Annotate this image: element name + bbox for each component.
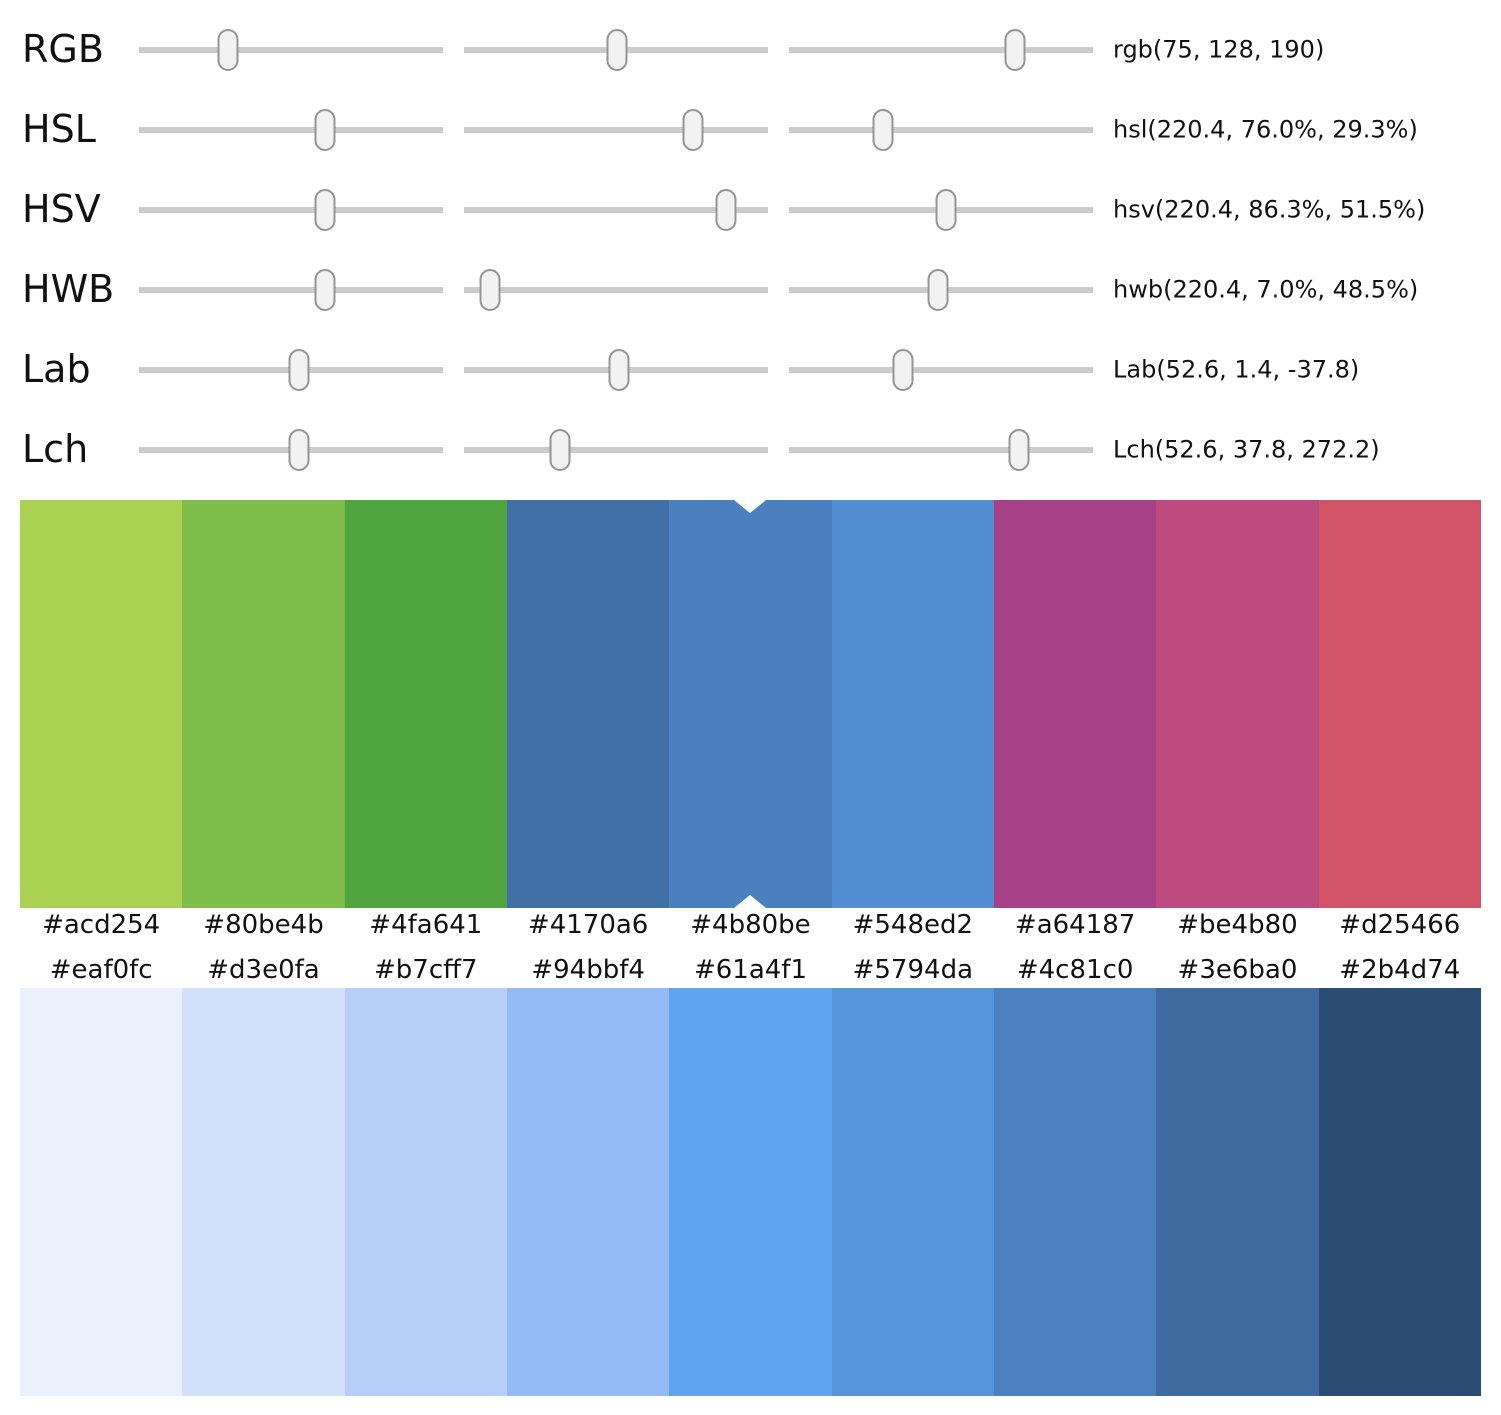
color-swatch[interactable] (506, 988, 670, 1396)
swatch-hex-label: #2b4d74 (1339, 955, 1461, 985)
lab-channel-1-slider-thumb[interactable] (288, 349, 310, 391)
swatch-hex-label: #b7cff7 (374, 955, 478, 985)
hsv-channel-1-slider-track[interactable] (139, 189, 443, 231)
rgb-channel-2-slider-track[interactable] (464, 29, 768, 71)
hsl-channel-1-slider-thumb[interactable] (314, 109, 336, 151)
lab-channel-1-slider-track[interactable] (139, 349, 443, 391)
color-value-readout: hsl(220.4, 76.0%, 29.3%) (1113, 115, 1418, 144)
color-swatch[interactable] (344, 988, 507, 1396)
hsv-channel-1-slider-thumb[interactable] (314, 189, 336, 231)
colorspace-label: HSV (22, 187, 101, 232)
color-swatch[interactable] (1156, 988, 1319, 1396)
palette-hex-captions: #acd254 #80be4b #4fa641 #4170a6 #4b80be #548e… (20, 909, 1481, 941)
swatch-hex-label: #4b80be (690, 910, 811, 940)
lch-channel-2-slider-thumb[interactable] (549, 429, 571, 471)
hsl-channel-3-slider-thumb[interactable] (872, 109, 894, 151)
hsv-channel-3-slider-thumb[interactable] (935, 189, 957, 231)
color-value-readout: hwb(220.4, 7.0%, 48.5%) (1113, 275, 1419, 304)
hwb-channel-2-slider-track[interactable] (464, 269, 768, 311)
color-swatch[interactable] (993, 500, 1157, 908)
rgb-channel-3-slider-thumb[interactable] (1004, 29, 1026, 71)
swatch-hex-label: #4fa641 (369, 910, 483, 940)
color-swatch[interactable] (344, 500, 507, 908)
swatch-hex-label: #3e6ba0 (1177, 955, 1298, 985)
color-swatch[interactable] (993, 988, 1157, 1396)
swatch-hex-label: #d25466 (1339, 910, 1461, 940)
swatch-hex-label: #548ed2 (852, 910, 974, 940)
swatch-hex-label: #eaf0fc (49, 955, 153, 985)
lch-channel-1-slider-track[interactable] (139, 429, 443, 471)
colorspace-label: Lab (22, 347, 91, 392)
lab-channel-2-slider-track[interactable] (464, 349, 768, 391)
color-value-readout: rgb(75, 128, 190) (1113, 35, 1325, 64)
hsl-channel-2-slider-track[interactable] (464, 109, 768, 151)
shade-strip (20, 988, 1481, 1396)
color-swatch[interactable] (1318, 988, 1481, 1396)
swatch-hex-label: #80be4b (203, 910, 324, 940)
swatch-hex-label: #4170a6 (527, 910, 649, 940)
color-swatch[interactable] (1156, 500, 1319, 908)
color-swatch[interactable] (182, 500, 345, 908)
hsv-channel-3-slider-track[interactable] (789, 189, 1093, 231)
palette-strip (20, 500, 1481, 908)
color-value-readout: hsv(220.4, 86.3%, 51.5%) (1113, 195, 1426, 224)
colorspace-label: RGB (22, 27, 104, 72)
color-swatch[interactable] (831, 988, 994, 1396)
selected-swatch-notch-bottom-icon (734, 895, 767, 908)
swatch-hex-label: #be4b80 (1177, 910, 1298, 940)
color-swatch[interactable] (1318, 500, 1481, 908)
lch-channel-3-slider-thumb[interactable] (1008, 429, 1030, 471)
hwb-channel-3-slider-thumb[interactable] (927, 269, 949, 311)
lch-channel-1-slider-thumb[interactable] (288, 429, 310, 471)
hwb-channel-3-slider-track[interactable] (789, 269, 1093, 311)
swatch-hex-label: #61a4f1 (693, 955, 807, 985)
lab-channel-3-slider-thumb[interactable] (892, 349, 914, 391)
color-value-readout: Lch(52.6, 37.8, 272.2) (1113, 435, 1380, 464)
rgb-channel-1-slider-thumb[interactable] (217, 29, 239, 71)
rgb-channel-1-slider-track[interactable] (139, 29, 443, 71)
hsv-channel-2-slider-thumb[interactable] (715, 189, 737, 231)
hsv-channel-2-slider-track[interactable] (464, 189, 768, 231)
lab-channel-3-slider-track[interactable] (789, 349, 1093, 391)
color-swatch[interactable] (20, 500, 183, 908)
color-swatch[interactable] (182, 988, 345, 1396)
lab-channel-2-slider-thumb[interactable] (608, 349, 630, 391)
hwb-channel-1-slider-track[interactable] (139, 269, 443, 311)
swatch-hex-label: #acd254 (42, 910, 161, 940)
swatch-hex-label: #5794da (852, 955, 973, 985)
colorspace-label: Lch (22, 427, 89, 472)
color-swatch[interactable] (506, 500, 670, 908)
hwb-channel-1-slider-thumb[interactable] (314, 269, 336, 311)
swatch-hex-label: #94bbf4 (531, 955, 645, 985)
lch-channel-2-slider-track[interactable] (464, 429, 768, 471)
rgb-channel-2-slider-thumb[interactable] (606, 29, 628, 71)
swatch-hex-label: #d3e0fa (207, 955, 320, 985)
colorspace-label: HSL (22, 107, 96, 152)
hsl-channel-1-slider-track[interactable] (139, 109, 443, 151)
rgb-channel-3-slider-track[interactable] (789, 29, 1093, 71)
color-swatch-selected[interactable] (669, 500, 832, 908)
color-swatch[interactable] (20, 988, 183, 1396)
color-swatch[interactable] (669, 988, 832, 1396)
swatch-hex-label: #a64187 (1014, 910, 1136, 940)
swatch-hex-label: #4c81c0 (1016, 955, 1134, 985)
shade-hex-captions: #eaf0fc #d3e0fa #b7cff7 #94bbf4 #61a4f1 #5794… (20, 954, 1481, 986)
lch-channel-3-slider-track[interactable] (789, 429, 1093, 471)
colorspace-label: HWB (22, 267, 115, 312)
color-swatch[interactable] (831, 500, 994, 908)
color-value-readout: Lab(52.6, 1.4, -37.8) (1113, 355, 1360, 384)
hwb-channel-2-slider-thumb[interactable] (479, 269, 501, 311)
selected-swatch-notch-top-icon (734, 500, 767, 513)
hsl-channel-3-slider-track[interactable] (789, 109, 1093, 151)
hsl-channel-2-slider-thumb[interactable] (682, 109, 704, 151)
